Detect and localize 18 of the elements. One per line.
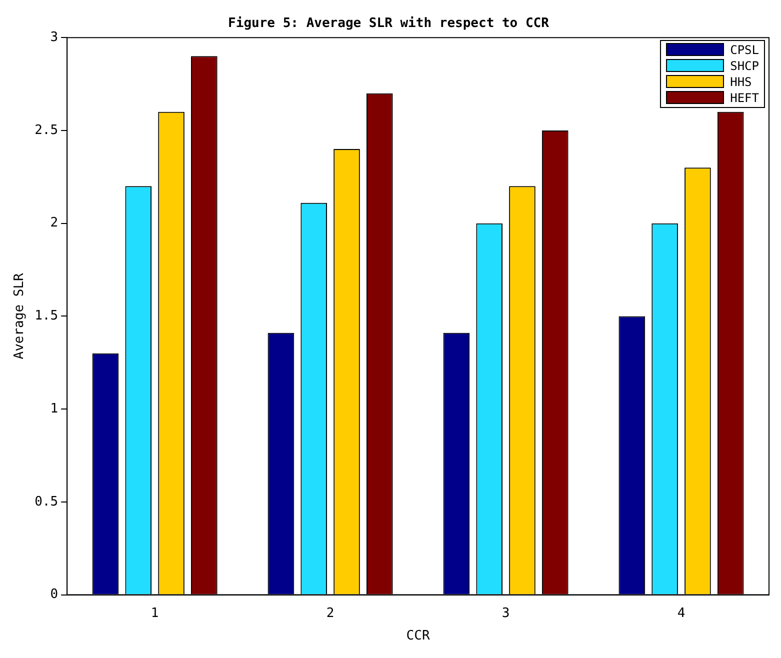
x-tick-label: 4	[677, 606, 686, 621]
legend-label: HHS	[730, 74, 752, 89]
x-tick-label: 3	[502, 606, 510, 621]
y-tick-label: 0	[50, 587, 58, 602]
y-tick-label: 3	[50, 30, 58, 45]
y-tick-label: 0.5	[34, 494, 58, 510]
y-axis-title: Average SLR	[12, 272, 28, 360]
y-tick-label: 2	[50, 216, 58, 231]
legend-label: SHCP	[730, 58, 759, 73]
y-tick-label: 1.5	[34, 308, 58, 324]
legend-label: HEFT	[730, 90, 759, 105]
x-tick-label: 2	[326, 606, 334, 621]
chart-title: Figure 5: Average SLR with respect to CCR	[228, 16, 550, 32]
legend-label: CPSL	[730, 42, 759, 57]
x-tick-label: 1	[150, 606, 159, 621]
y-tick-label: 2.5	[34, 122, 58, 138]
y-tick-label: 1	[50, 401, 58, 416]
x-axis-title: CCR	[406, 628, 430, 644]
